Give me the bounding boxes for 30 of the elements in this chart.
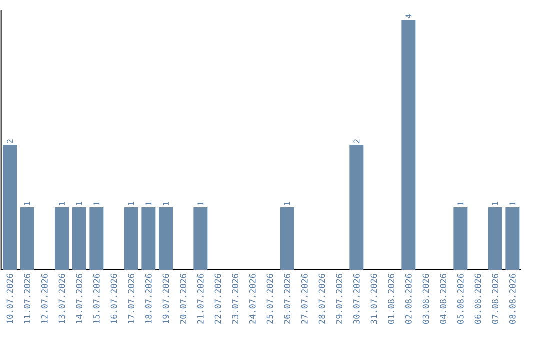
x-tick-label: 08.08.2026 bbox=[509, 274, 516, 324]
x-tick-label: 05.08.2026 bbox=[457, 274, 464, 324]
x-tick-label: 24.07.2026 bbox=[249, 274, 256, 324]
x-tick-label: 30.07.2026 bbox=[353, 274, 360, 324]
x-tick-label: 14.07.2026 bbox=[76, 274, 83, 324]
x-tick-label: 10.07.2026 bbox=[6, 274, 14, 324]
x-tick-label: 31.07.2026 bbox=[370, 274, 378, 324]
x-tick-label: 04.08.2026 bbox=[440, 274, 447, 324]
x-tick-label: 20.07.2026 bbox=[180, 274, 187, 324]
x-tick-label: 07.08.2026 bbox=[492, 274, 499, 324]
x-tick-label: 28.07.2026 bbox=[318, 274, 326, 324]
x-tick-label: 03.08.2026 bbox=[422, 274, 430, 324]
x-tick-label: 22.07.2026 bbox=[214, 274, 222, 324]
x-tick-label: 06.08.2026 bbox=[474, 274, 482, 324]
x-tick-label: 21.07.2026 bbox=[197, 274, 204, 324]
x-tick-label: 23.07.2026 bbox=[232, 274, 239, 324]
x-tick-label: 26.07.2026 bbox=[284, 274, 291, 324]
x-tick-label: 12.07.2026 bbox=[41, 274, 48, 324]
x-tick-label: 17.07.2026 bbox=[128, 274, 135, 324]
x-tick-label: 15.07.2026 bbox=[93, 274, 100, 324]
x-tick-label: 27.07.2026 bbox=[301, 274, 308, 324]
x-tick-label: 11.07.2026 bbox=[24, 274, 31, 324]
x-tick-label: 25.07.2026 bbox=[266, 274, 274, 324]
x-tick-label: 18.07.2026 bbox=[145, 274, 152, 324]
x-tick-label: 16.07.2026 bbox=[110, 274, 118, 324]
x-tick-label: 01.08.2026 bbox=[388, 274, 395, 324]
x-tick-label: 19.07.2026 bbox=[162, 274, 170, 324]
x-tick-label: 02.08.2026 bbox=[405, 274, 412, 324]
x-tick-label: 13.07.2026 bbox=[58, 274, 66, 324]
x-tick-label: 29.07.2026 bbox=[336, 274, 343, 324]
